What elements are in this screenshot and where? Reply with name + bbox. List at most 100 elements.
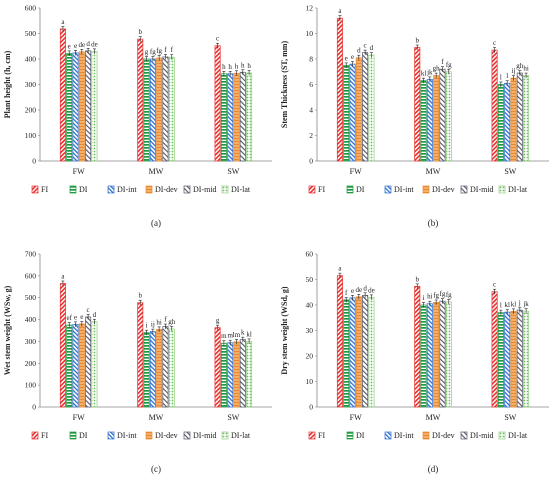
- bar: [168, 56, 175, 162]
- bar: [162, 56, 169, 162]
- legend-label: FI: [41, 431, 48, 440]
- y-tick-label: 10: [306, 377, 314, 386]
- bar: [504, 311, 511, 408]
- significance-letter: e: [80, 313, 83, 321]
- significance-letter: h: [241, 61, 245, 69]
- y-tick-label: 600: [25, 271, 37, 280]
- bar: [349, 297, 356, 408]
- bar: [246, 72, 253, 162]
- bar: [510, 311, 517, 408]
- y-tick-label: 200: [25, 106, 37, 115]
- significance-letter: h: [235, 62, 239, 70]
- significance-letter: f: [171, 46, 174, 54]
- bar: [149, 58, 156, 162]
- significance-letter: gh: [516, 62, 524, 70]
- bar: [246, 341, 253, 408]
- bar: [91, 321, 98, 408]
- x-category-label: SW: [504, 167, 516, 176]
- bar: [368, 296, 375, 408]
- legend-swatch: [422, 431, 430, 440]
- bar: [137, 38, 144, 162]
- bar: [214, 327, 221, 408]
- legend-label: DI-mid: [470, 185, 494, 194]
- y-tick-label: 0: [32, 157, 36, 166]
- bar: [433, 75, 440, 162]
- legend-label: DI-int: [394, 431, 414, 440]
- y-tick-label: 0: [309, 403, 313, 412]
- x-category-label: SW: [504, 413, 516, 422]
- significance-letter: lm: [233, 331, 241, 339]
- bar: [362, 294, 369, 408]
- bar: [433, 302, 440, 408]
- legend-swatch: [31, 185, 39, 194]
- significance-letter: ef: [66, 314, 72, 322]
- legend-swatch: [31, 431, 39, 440]
- y-tick-label: 300: [25, 337, 37, 346]
- significance-letter: g: [145, 48, 149, 56]
- significance-letter: b: [139, 292, 143, 300]
- bar: [78, 51, 85, 162]
- significance-letter: d: [357, 47, 361, 55]
- legend-swatch: [346, 431, 354, 440]
- y-axis-label: Plant height (h, cm): [3, 50, 12, 118]
- significance-letter: a: [61, 273, 65, 281]
- legend-swatch: [221, 431, 229, 440]
- legend-label: DI-lat: [508, 431, 528, 440]
- x-category-label: FW: [350, 413, 362, 422]
- bar: [162, 326, 169, 408]
- bar: [85, 316, 92, 408]
- significance-letter: de: [368, 286, 375, 294]
- bar: [523, 75, 530, 162]
- significance-letter: de: [79, 41, 86, 49]
- legend-swatch: [69, 185, 77, 194]
- bar: [233, 72, 240, 162]
- significance-letter: de: [356, 286, 363, 294]
- bar: [220, 73, 227, 162]
- y-tick-label: 400: [25, 315, 37, 324]
- bar: [491, 49, 498, 162]
- y-tick-label: 0: [309, 157, 313, 166]
- bar: [439, 68, 446, 162]
- x-category-label: SW: [227, 413, 239, 422]
- significance-letter: ij: [512, 67, 516, 75]
- y-tick-label: 8: [309, 55, 313, 64]
- x-category-label: SW: [227, 167, 239, 176]
- significance-letter: b: [416, 37, 420, 45]
- bar: [91, 50, 98, 162]
- bar: [336, 17, 343, 162]
- bar: [439, 300, 446, 408]
- bar: [239, 339, 246, 408]
- legend-label: FI: [318, 431, 325, 440]
- significance-letter: fg: [433, 291, 439, 299]
- y-tick-label: 40: [306, 301, 314, 310]
- significance-letter: f: [164, 316, 167, 324]
- significance-letter: l: [506, 72, 508, 80]
- bar: [78, 323, 85, 408]
- bar: [336, 275, 343, 408]
- panel-label: (a): [151, 218, 161, 228]
- legend-label: FI: [41, 185, 48, 194]
- y-tick-label: 12: [306, 4, 314, 13]
- y-tick-label: 4: [309, 106, 313, 115]
- significance-letter: m: [221, 332, 227, 340]
- x-category-label: FW: [350, 167, 362, 176]
- x-category-label: MW: [426, 413, 441, 422]
- bar: [420, 80, 427, 162]
- bar: [85, 50, 92, 162]
- significance-letter: kl: [504, 301, 510, 309]
- significance-letter: i: [423, 294, 425, 302]
- legend-swatch: [460, 185, 468, 194]
- significance-letter: fg: [156, 47, 162, 55]
- significance-letter: g: [216, 317, 220, 325]
- y-tick-label: 100: [25, 381, 37, 390]
- x-category-label: FW: [73, 413, 85, 422]
- legend-swatch: [221, 185, 229, 194]
- bar: [497, 312, 504, 408]
- bar: [355, 296, 362, 408]
- legend-swatch: [183, 185, 191, 194]
- legend-label: DI-dev: [155, 185, 178, 194]
- significance-letter: ij: [151, 321, 155, 329]
- significance-letter: f: [164, 46, 167, 54]
- legend-label: DI-mid: [193, 431, 217, 440]
